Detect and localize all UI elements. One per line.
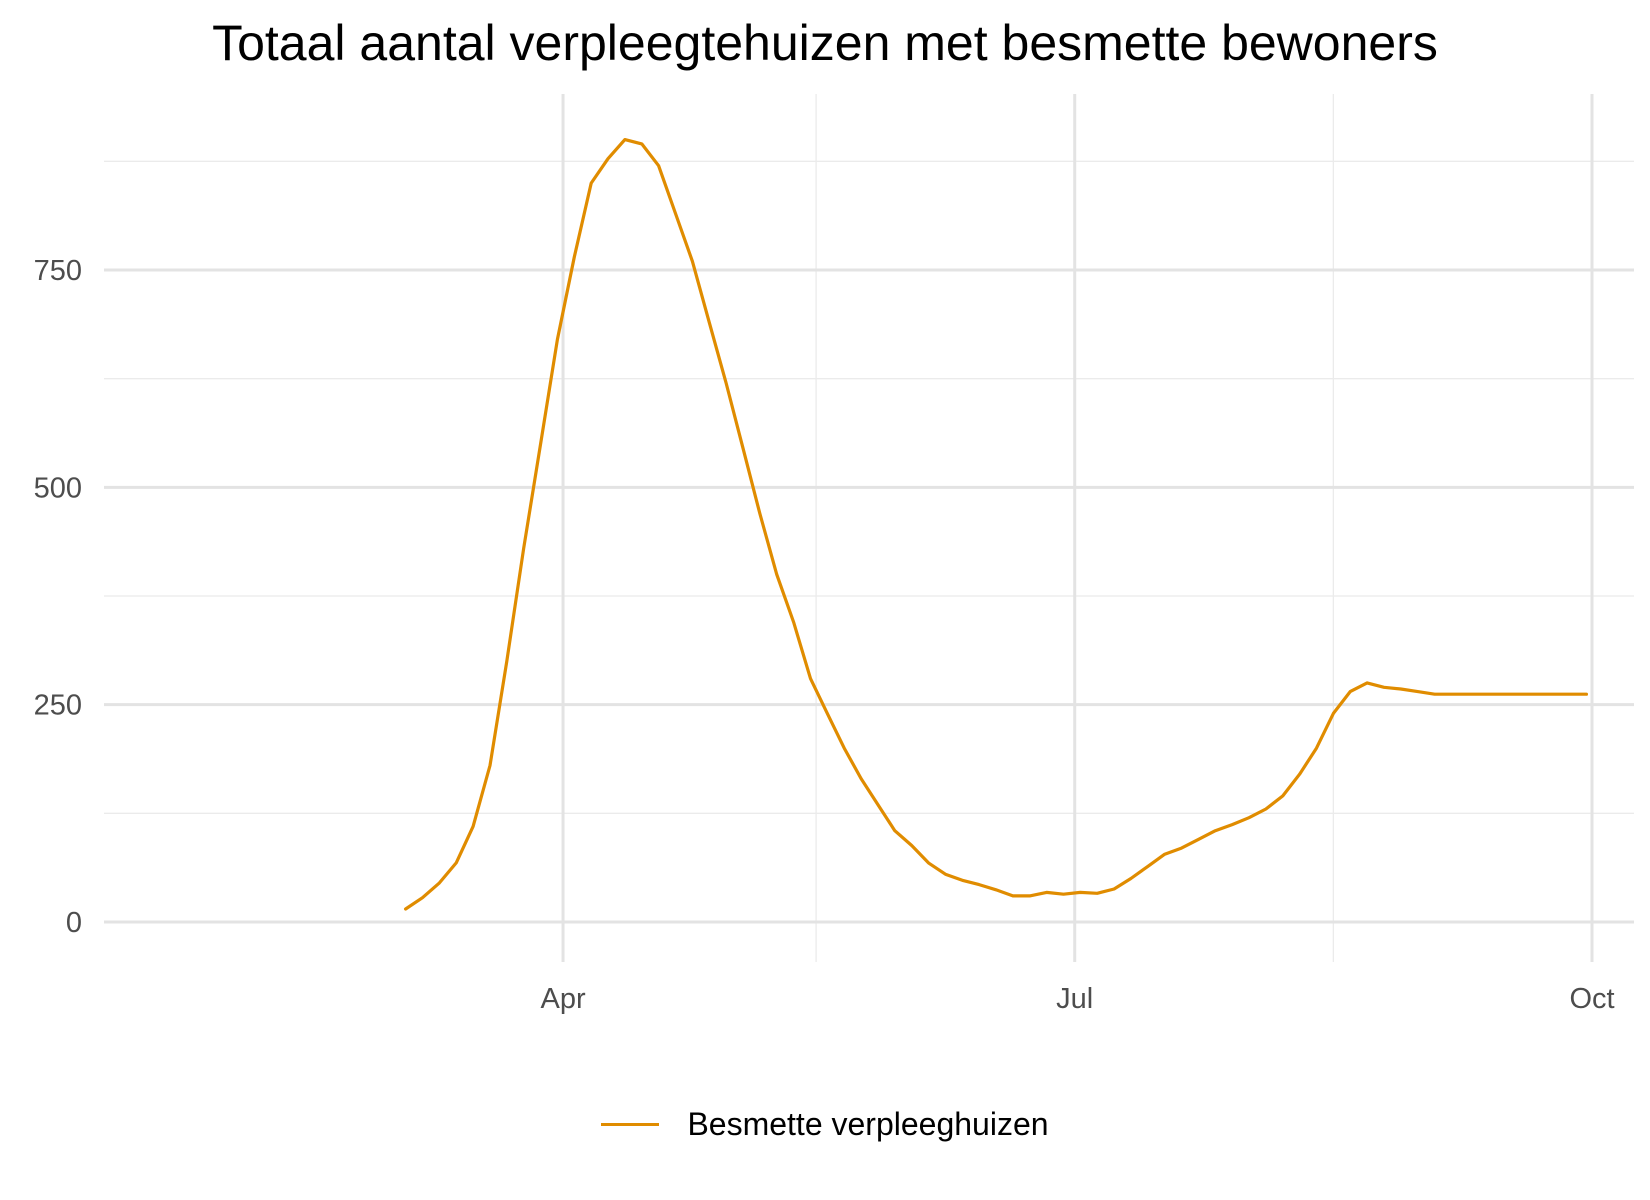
y-tick-label: 750 xyxy=(34,255,82,287)
chart-title: Totaal aantal verpleegtehuizen met besme… xyxy=(212,15,1438,71)
y-tick-label: 500 xyxy=(34,472,82,504)
legend: Besmette verpleeghuizen xyxy=(0,1106,1650,1143)
legend-label: Besmette verpleeghuizen xyxy=(687,1106,1049,1142)
y-tick-label: 250 xyxy=(34,690,82,722)
x-tick-label: Apr xyxy=(540,983,585,1015)
legend-key-line xyxy=(601,1123,660,1126)
grid-layer xyxy=(104,94,1634,962)
series-layer xyxy=(404,138,1589,911)
x-tick-label: Oct xyxy=(1569,983,1614,1015)
axis-labels: 0 250 500 750 Apr Jul Oct xyxy=(34,255,1615,1015)
y-tick-label: 0 xyxy=(66,907,82,939)
series-line xyxy=(404,138,1589,911)
x-tick-label: Jul xyxy=(1056,983,1093,1015)
